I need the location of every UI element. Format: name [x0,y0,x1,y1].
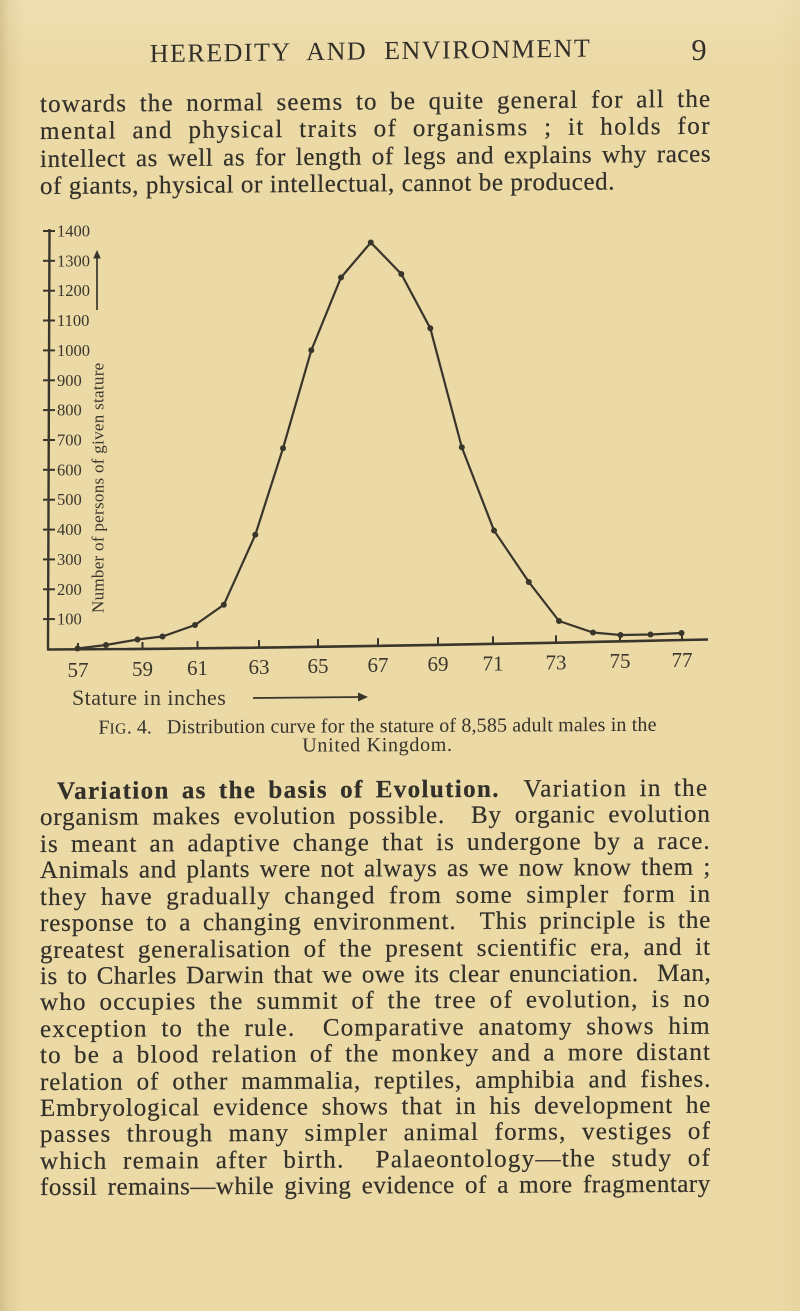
svg-text:600: 600 [57,460,82,479]
svg-text:Number of persons of given sta: Number of persons of given stature [89,363,108,614]
svg-text:61: 61 [187,656,208,680]
svg-text:59: 59 [132,657,153,681]
svg-text:65: 65 [308,654,329,678]
svg-text:700: 700 [57,431,82,450]
svg-text:69: 69 [428,652,449,676]
svg-text:400: 400 [57,520,82,539]
svg-text:800: 800 [57,401,82,420]
svg-text:900: 900 [57,371,82,390]
svg-text:1300: 1300 [57,251,90,270]
svg-text:1200: 1200 [57,281,90,300]
svg-text:100: 100 [57,610,82,629]
svg-text:Stature in inches: Stature in inches [72,685,226,710]
svg-text:67: 67 [368,653,389,677]
svg-text:73: 73 [546,650,567,674]
svg-text:57: 57 [68,658,89,682]
svg-text:77: 77 [672,648,693,672]
svg-text:1100: 1100 [57,311,89,330]
svg-text:1400: 1400 [57,222,90,241]
svg-text:63: 63 [249,655,270,679]
svg-text:300: 300 [57,550,82,569]
svg-text:200: 200 [57,580,82,599]
svg-text:75: 75 [610,649,631,673]
svg-text:1000: 1000 [57,341,90,360]
svg-text:71: 71 [483,651,504,675]
svg-text:500: 500 [57,490,82,509]
